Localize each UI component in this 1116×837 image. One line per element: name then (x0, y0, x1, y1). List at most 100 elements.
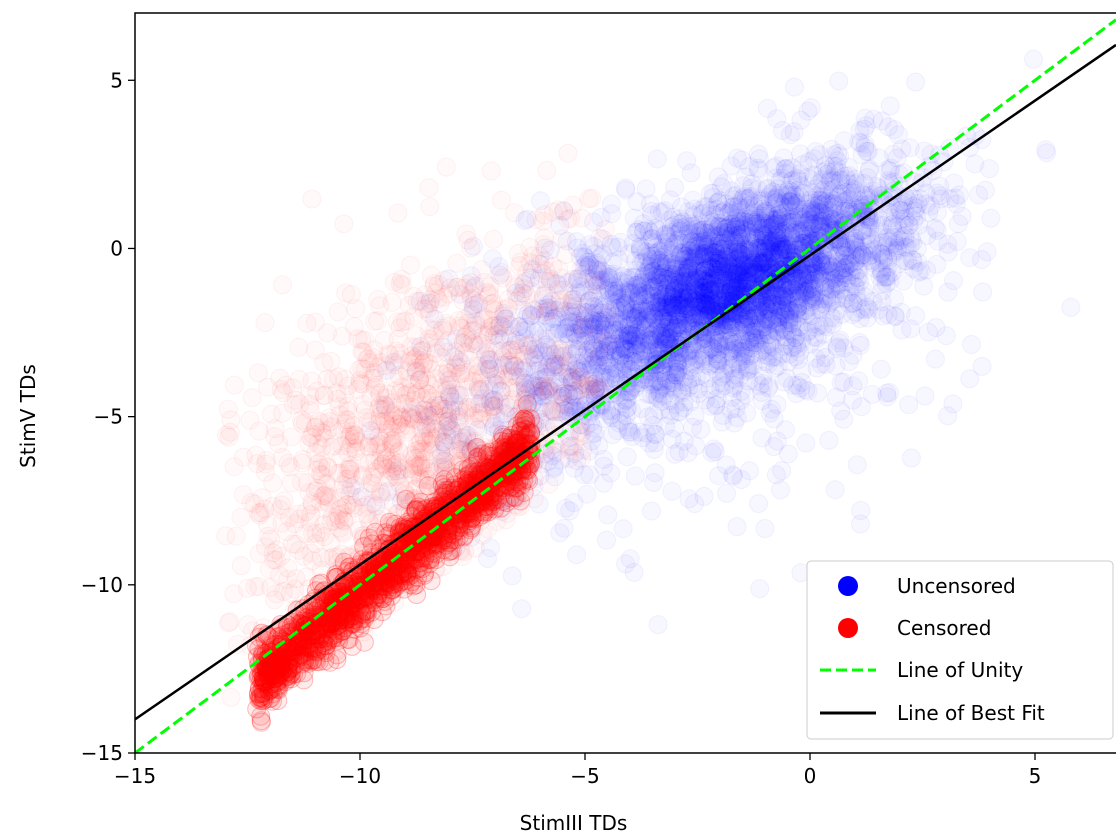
uncensored-point (643, 233, 663, 253)
uncensored-point (679, 377, 699, 397)
uncensored-point (801, 234, 821, 253)
uncensored-point (694, 247, 714, 267)
uncensored-point (804, 253, 824, 273)
uncensored-point (685, 494, 704, 513)
uncensored-point (627, 260, 646, 280)
uncensored-point (907, 239, 927, 258)
uncensored-point (756, 208, 776, 228)
censored-point (552, 229, 572, 249)
uncensored-point (615, 294, 635, 314)
uncensored-point (665, 305, 685, 325)
uncensored-point (740, 262, 760, 282)
uncensored-point (807, 328, 827, 348)
uncensored-point (512, 599, 532, 619)
censored-point (537, 161, 557, 180)
uncensored-point (716, 290, 736, 310)
uncensored-point (623, 301, 642, 321)
uncensored-point (656, 329, 676, 349)
uncensored-point (759, 298, 779, 318)
uncensored-point (915, 386, 935, 406)
uncensored-point (743, 356, 763, 375)
uncensored-point (674, 392, 694, 412)
uncensored-point (697, 237, 717, 257)
uncensored-point (818, 254, 838, 274)
uncensored-point (767, 431, 787, 451)
uncensored-point (801, 190, 821, 210)
uncensored-point (760, 272, 779, 292)
uncensored-point (699, 288, 719, 308)
uncensored-point (723, 242, 743, 262)
uncensored-point (782, 182, 802, 202)
uncensored-point (818, 254, 838, 274)
uncensored-point (736, 272, 756, 292)
uncensored-point (885, 307, 905, 327)
uncensored-point (590, 314, 610, 334)
uncensored-point (805, 197, 825, 216)
uncensored-point (602, 364, 622, 384)
uncensored-point (740, 233, 760, 253)
uncensored-point (702, 216, 722, 236)
uncensored-point (687, 262, 707, 281)
uncensored-point (725, 285, 745, 305)
uncensored-point (694, 346, 714, 366)
uncensored-point (725, 264, 745, 284)
uncensored-point (581, 355, 601, 375)
uncensored-point (851, 501, 871, 520)
uncensored-point (681, 236, 701, 256)
uncensored-point (782, 158, 802, 178)
uncensored-point (566, 361, 585, 380)
uncensored-point (723, 465, 743, 485)
uncensored-point (960, 369, 980, 389)
uncensored-point (764, 189, 783, 209)
uncensored-point (723, 281, 742, 300)
uncensored-point (619, 422, 639, 442)
uncensored-point (775, 304, 795, 324)
uncensored-point (748, 144, 768, 164)
uncensored-point (806, 256, 825, 276)
uncensored-point (923, 161, 943, 181)
uncensored-point (742, 211, 762, 231)
uncensored-point (657, 258, 677, 278)
uncensored-point (695, 282, 715, 302)
uncensored-point (642, 318, 662, 338)
uncensored-point (644, 352, 664, 372)
uncensored-point (745, 333, 765, 353)
uncensored-point (763, 232, 783, 252)
uncensored-point (734, 215, 754, 235)
uncensored-point (847, 455, 867, 475)
uncensored-point (571, 375, 591, 394)
uncensored-point (883, 241, 903, 261)
uncensored-point (677, 249, 697, 269)
uncensored-point (767, 296, 787, 316)
uncensored-point (708, 254, 728, 273)
uncensored-point (791, 287, 811, 306)
uncensored-point (802, 306, 822, 325)
uncensored-point (748, 249, 768, 269)
uncensored-point (736, 325, 756, 345)
uncensored-point (801, 224, 821, 244)
uncensored-point (780, 275, 800, 294)
uncensored-point (579, 255, 599, 275)
uncensored-point (533, 299, 553, 319)
uncensored-point (824, 194, 844, 214)
uncensored-point (857, 195, 877, 215)
uncensored-point (710, 262, 730, 281)
uncensored-point (697, 289, 717, 309)
uncensored-point (627, 192, 647, 212)
uncensored-point (814, 193, 834, 213)
uncensored-point (505, 356, 525, 376)
uncensored-point (811, 339, 831, 359)
uncensored-point (883, 214, 903, 234)
uncensored-point (625, 268, 645, 287)
uncensored-point (826, 276, 846, 296)
uncensored-point (768, 211, 788, 231)
uncensored-point (765, 244, 785, 263)
uncensored-point (712, 259, 732, 279)
uncensored-point (678, 258, 698, 278)
uncensored-point (790, 213, 810, 233)
uncensored-point (701, 257, 721, 277)
uncensored-point (679, 489, 699, 509)
uncensored-point (583, 310, 603, 330)
uncensored-point (792, 268, 812, 288)
uncensored-point (608, 312, 628, 332)
